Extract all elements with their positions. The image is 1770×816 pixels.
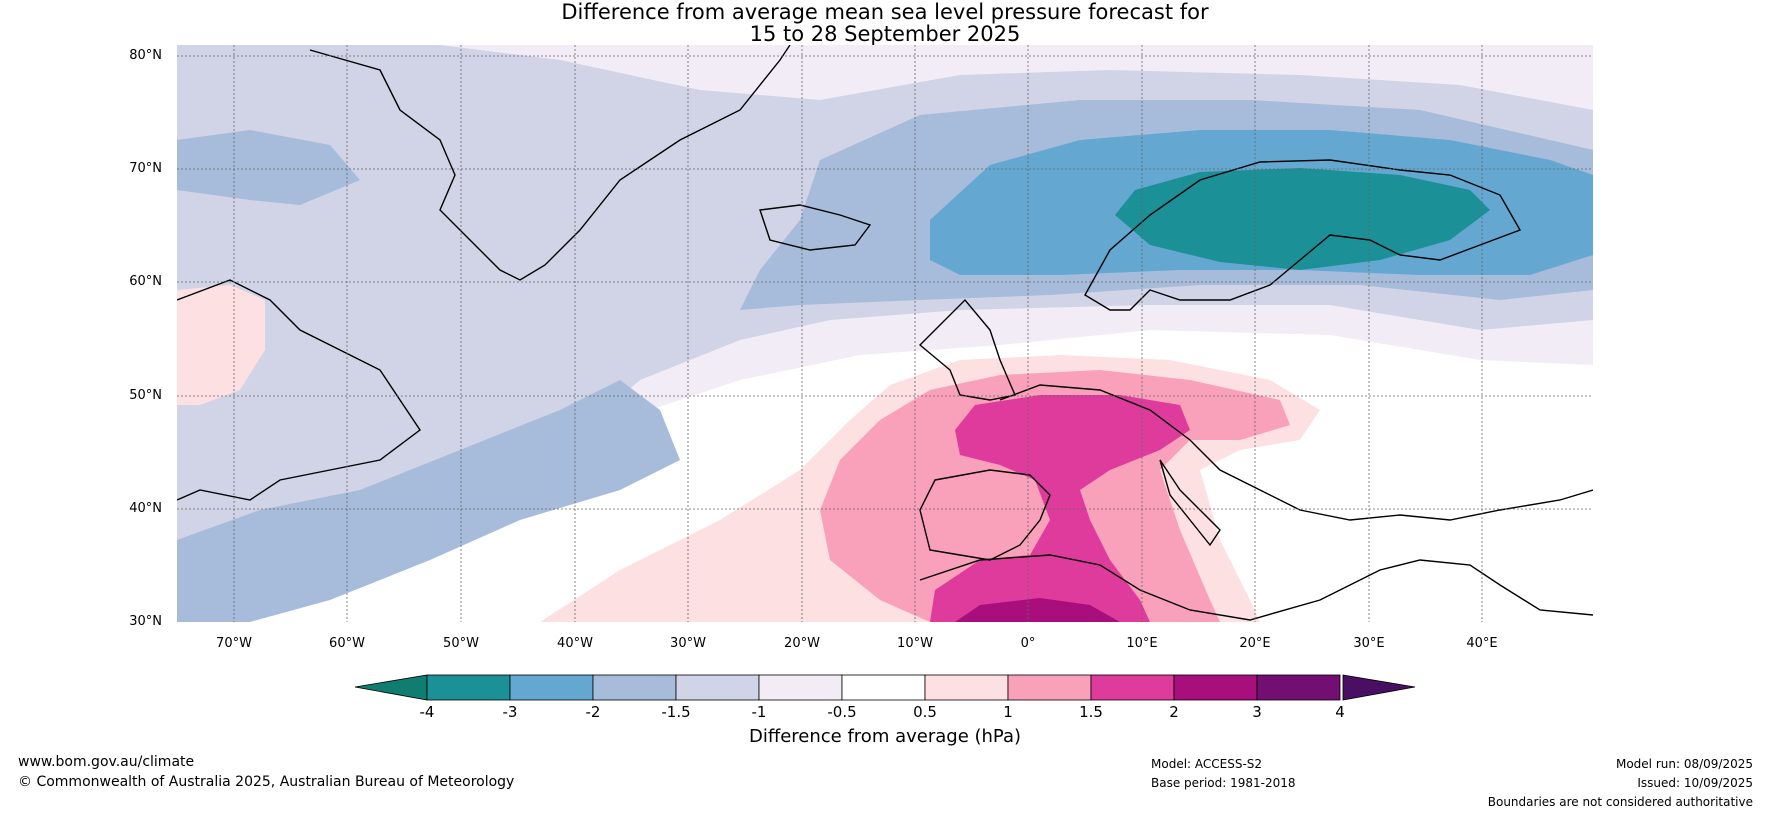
colorbar-box <box>1007 674 1092 701</box>
colorbar-box <box>426 674 511 701</box>
copyright-text: © Commonwealth of Australia 2025, Austra… <box>18 774 515 790</box>
colorbar-extend-high <box>1342 674 1416 701</box>
colorbar-title: Difference from average (hPa) <box>748 726 1022 747</box>
scandinavia-coast <box>1084 159 1522 311</box>
contour-minus-3 <box>1115 168 1490 270</box>
colorbar-boxes <box>426 674 1341 701</box>
lat-label-30n: 30°N <box>129 614 162 629</box>
africa-coast <box>919 554 1593 621</box>
contour-plus-1-5 <box>930 395 1190 622</box>
lat-label-40n: 40°N <box>129 501 162 516</box>
base-period: Base period: 1981-2018 <box>1151 776 1296 790</box>
colorbar-box <box>592 674 677 701</box>
colorbar-box <box>1256 674 1341 701</box>
website-link[interactable]: www.bom.gov.au/climate <box>18 754 195 770</box>
lon-label-70w: 70°W <box>216 636 252 651</box>
map-title-line2: 15 to 28 September 2025 <box>749 22 1021 46</box>
colorbar-extend-low <box>354 674 428 701</box>
lon-label-10e: 10°E <box>1126 636 1158 651</box>
colorbar-tick-label: 3 <box>1252 703 1262 721</box>
colorbar-tick-label: -3 <box>502 703 518 721</box>
colorbar-tick-label: 1.5 <box>1079 703 1103 721</box>
lon-label-40e: 40°E <box>1466 636 1498 651</box>
map-title-line1: Difference from average mean sea level p… <box>561 0 1209 24</box>
italy-coast <box>1159 459 1221 547</box>
issued-date: Issued: 10/09/2025 <box>1637 776 1753 790</box>
colorbar-box <box>758 674 843 701</box>
model-name: Model: ACCESS-S2 <box>1151 757 1263 771</box>
colorbar <box>354 674 1416 701</box>
lon-label-0: 0° <box>1020 636 1036 651</box>
iceland-coast <box>759 204 872 251</box>
model-run-date: Model run: 08/09/2025 <box>1615 757 1753 771</box>
colorbar-box <box>1090 674 1175 701</box>
colorbar-tick-label: -1.5 <box>661 703 691 721</box>
britain-coast <box>918 298 1016 401</box>
coastlines <box>177 45 1593 621</box>
boundaries-note: Boundaries are not considered authoritat… <box>1487 795 1753 809</box>
colorbar-tick-label: -4 <box>419 703 435 721</box>
colorbar-tick-label: 2 <box>1169 703 1179 721</box>
colorbar-box <box>675 674 760 701</box>
north-america-coast <box>177 279 421 501</box>
lat-label-80n: 80°N <box>129 48 162 63</box>
colorbar-tick-label: -2 <box>585 703 601 721</box>
colorbar-tick-label: -0.5 <box>827 703 857 721</box>
colorbar-box <box>1173 674 1258 701</box>
lat-label-50n: 50°N <box>129 388 162 403</box>
lon-label-30e: 30°E <box>1353 636 1385 651</box>
lon-label-30w: 30°W <box>670 636 706 651</box>
colorbar-box <box>509 674 594 701</box>
contour-plus-2 <box>955 598 1120 622</box>
colorbar-box <box>841 674 926 701</box>
lat-label-70n: 70°N <box>129 161 162 176</box>
colorbar-tick-label: 0.5 <box>913 703 937 721</box>
iberia-coast <box>919 469 1051 561</box>
graticule <box>177 45 1593 622</box>
lon-label-10w: 10°W <box>897 636 933 651</box>
colorbar-tick-label: 4 <box>1335 703 1345 721</box>
europe-coast <box>999 384 1593 521</box>
lon-label-40w: 40°W <box>557 636 593 651</box>
colorbar-tick-label: -1 <box>751 703 767 721</box>
map-area <box>177 45 1593 622</box>
lon-label-20e: 20°E <box>1239 636 1271 651</box>
lon-label-20w: 20°W <box>784 636 820 651</box>
colorbar-box <box>924 674 1009 701</box>
lat-label-60n: 60°N <box>129 274 162 289</box>
colorbar-tick-label: 1 <box>1003 703 1013 721</box>
lon-label-50w: 50°W <box>443 636 479 651</box>
greenland-coast <box>309 45 791 281</box>
lon-label-60w: 60°W <box>329 636 365 651</box>
